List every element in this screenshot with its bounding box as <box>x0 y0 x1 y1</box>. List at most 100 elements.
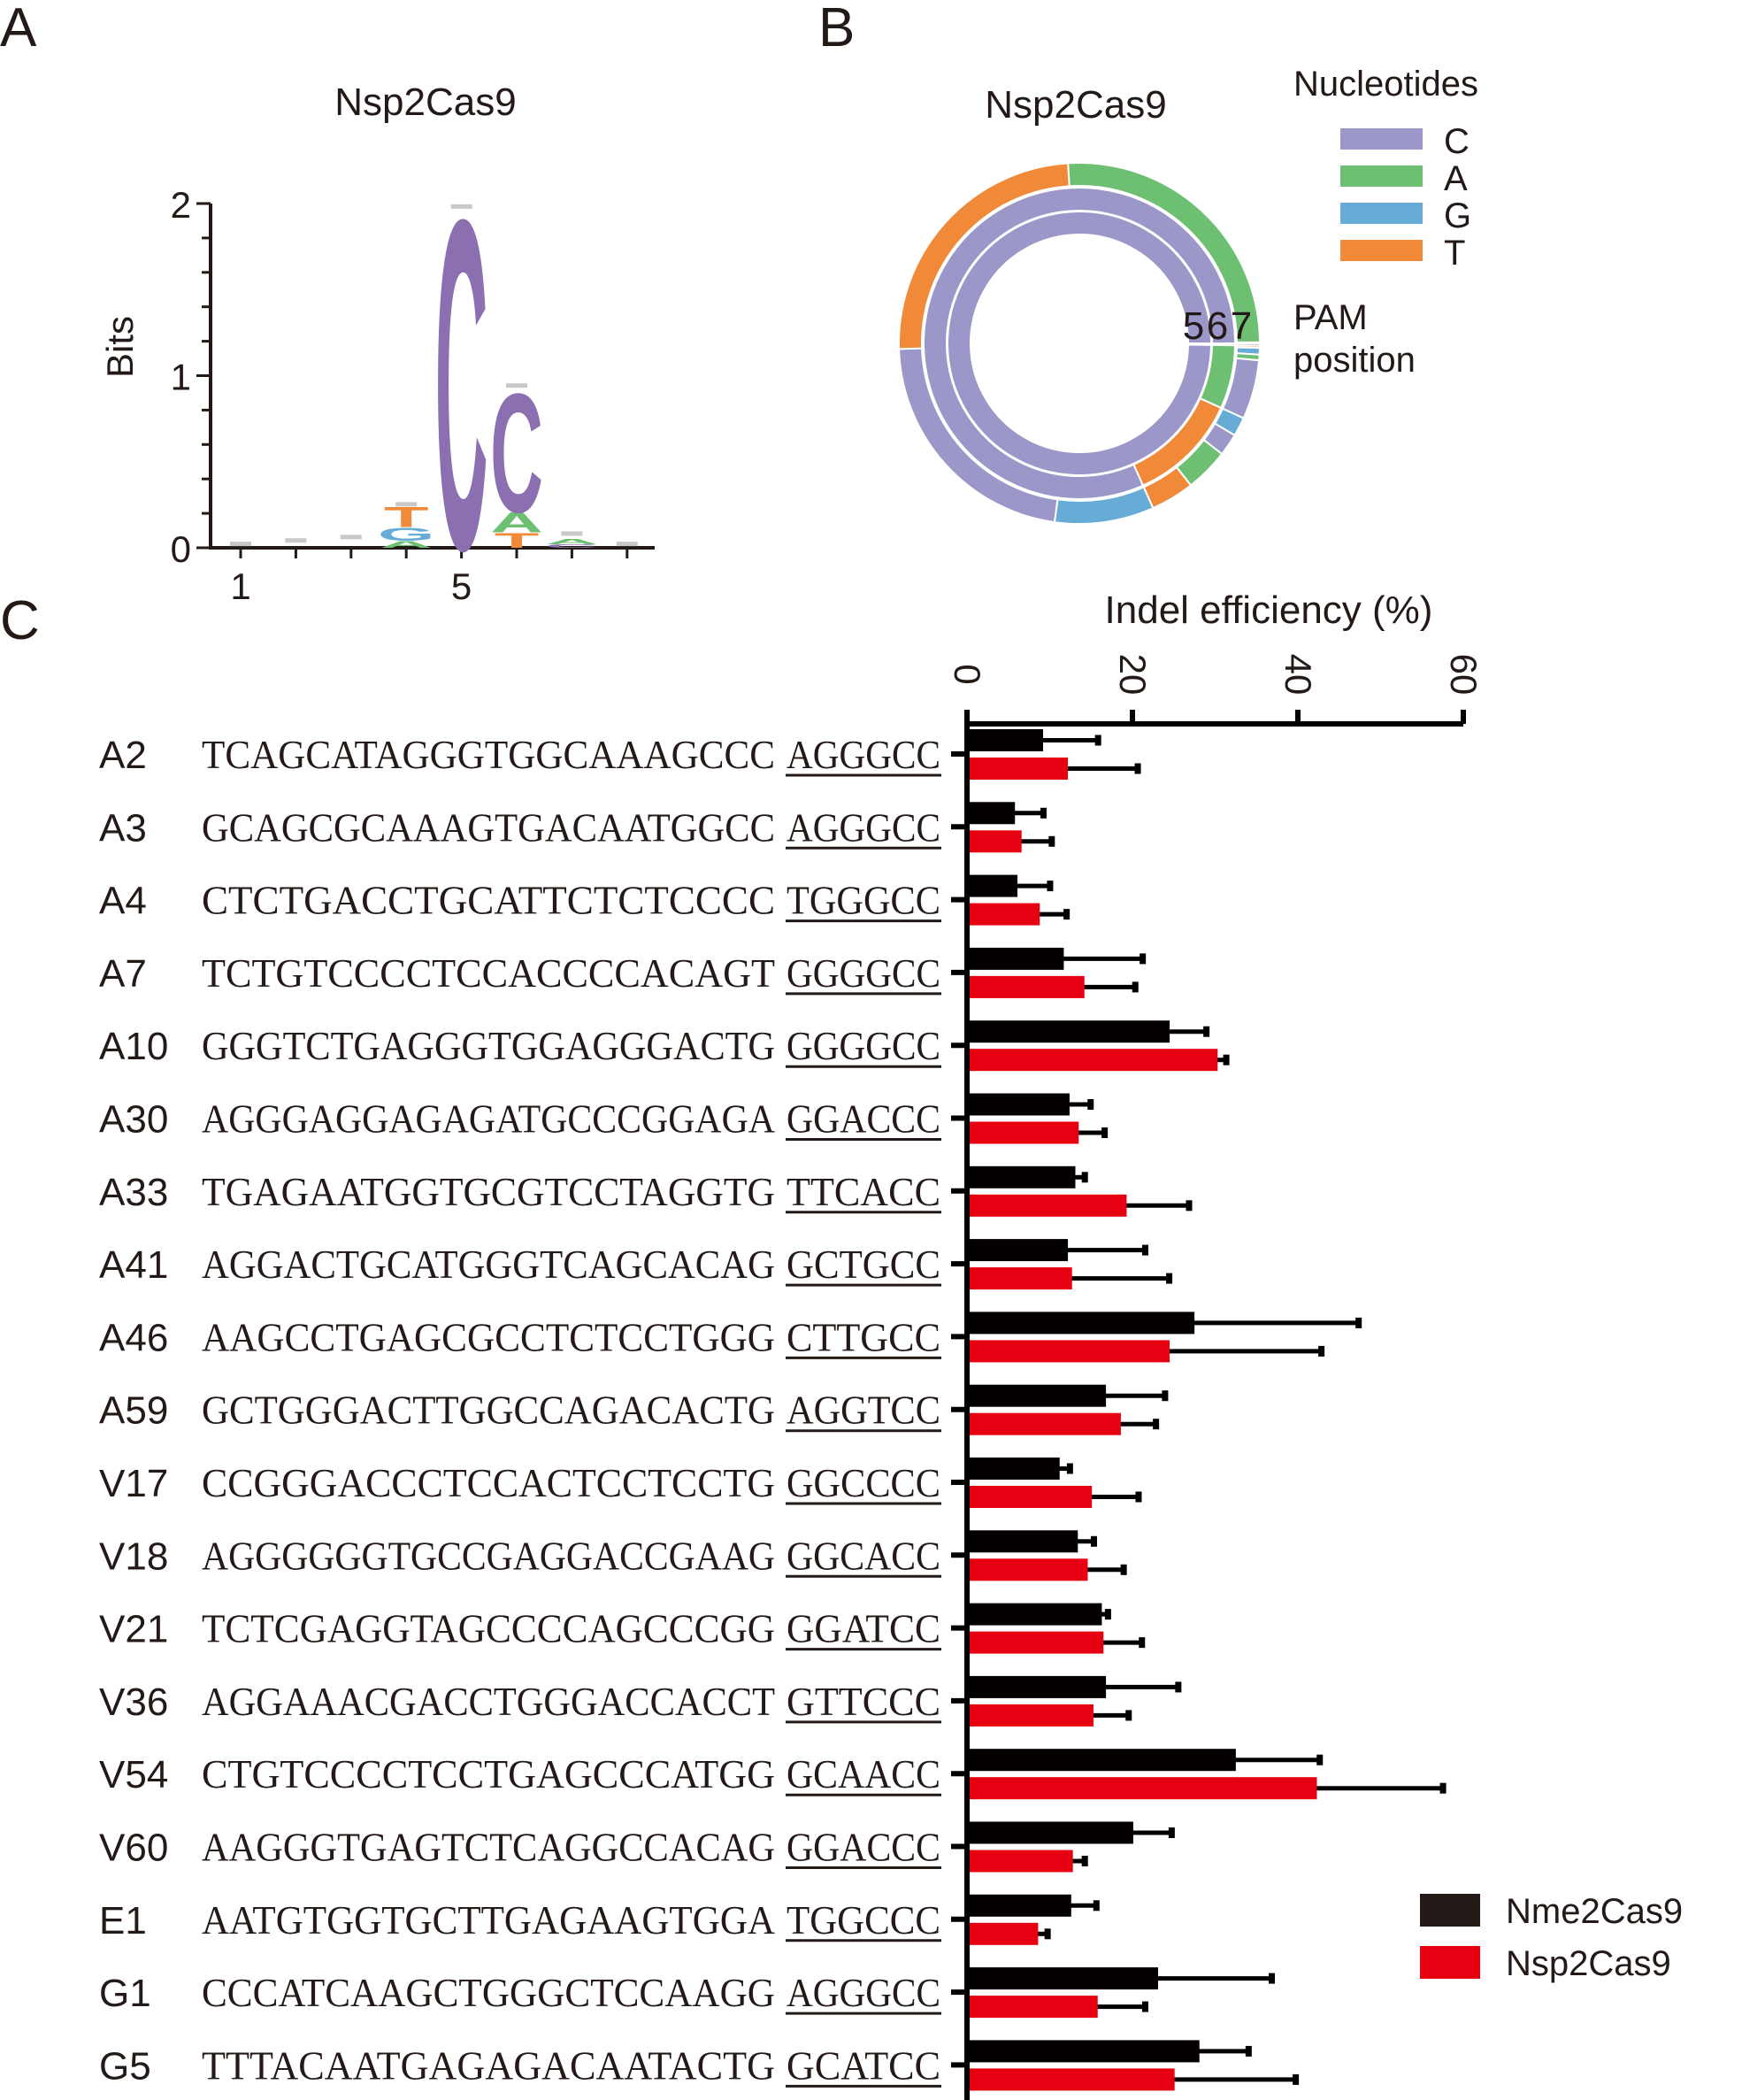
sunburst-panel: Nsp2Cas9 5 6 7 PAM position Nucleotides … <box>898 65 1478 525</box>
error-bar-cap-Nsp2Cas9 <box>1044 1928 1051 1940</box>
nucleotide-legend: CAGT <box>1340 122 1471 273</box>
nucleotide-legend-title: Nucleotides <box>1293 65 1478 104</box>
table-row: A59 GCTGGGACTTGGCCAGACACTG AGGTCC <box>99 1384 1169 1435</box>
protospacer-sequence: CTGTCCCCTCCTGAGCCCATGG <box>202 1751 775 1796</box>
error-bar-cap-Nme2Cas9 <box>1245 2045 1252 2057</box>
pam-sequence: GGATCC <box>787 1606 940 1651</box>
bar-Nme2Cas9 <box>970 947 1064 970</box>
logo-letter-glyph: T <box>384 502 429 534</box>
target-site-label: A30 <box>99 1098 168 1142</box>
table-row: A46 AAGCCTGAGCGCCTCTCCTGGG CTTGCC <box>99 1312 1362 1363</box>
logo-error-cap <box>230 542 251 547</box>
error-bar-cap-Nsp2Cas9 <box>1141 2001 1148 2012</box>
pam-sequence: AGGGCC <box>787 804 940 850</box>
error-bar-cap-Nme2Cas9 <box>1047 881 1054 892</box>
table-row: A3 GCAGCGCAAAGTGACAATGGCC AGGGCC <box>99 802 1055 853</box>
logo-letters: AGT C TAC CA <box>230 121 638 648</box>
error-bar-cap-Nsp2Cas9 <box>1318 1345 1325 1357</box>
legend-swatch-C <box>1340 128 1423 150</box>
logo-letter-glyph: A <box>380 539 433 550</box>
legend-swatch-Nme2Cas9 <box>1420 1894 1480 1927</box>
error-bar-cap-Nsp2Cas9 <box>1125 1710 1132 1721</box>
legend-swatch-G <box>1340 203 1423 224</box>
bar-Nsp2Cas9 <box>970 830 1022 853</box>
table-row: A4 CTCTGACCTGCATTCTCTCCCC TGGGCC <box>99 874 1071 926</box>
protospacer-sequence: AGGGGGGTGCCGAGGACCGAAG <box>202 1533 775 1578</box>
logo-x-tick-label: 1 <box>230 565 250 607</box>
pam-sequence: GGCCCC <box>787 1460 940 1505</box>
logo-error-cap <box>450 204 472 209</box>
ring-label-pos5: 5 <box>1183 304 1204 348</box>
protospacer-sequence: AAGGGTGAGTCTCAGGCCACAG <box>202 1825 775 1870</box>
error-bar-cap-Nme2Cas9 <box>1087 1099 1094 1110</box>
bar-Nsp2Cas9 <box>970 1267 1072 1290</box>
logo-letter-glyph: C <box>435 121 488 648</box>
logo-error-cap <box>616 542 638 547</box>
bar-rows: A2 TCAGCATAGGGTGGCAAAGCCC AGGGCC A3 GCAGCGCA… <box>99 729 1447 2091</box>
bar-Nsp2Cas9 <box>970 975 1085 998</box>
logo-y-tick-label: 0 <box>171 528 191 570</box>
error-bar-cap-Nme2Cas9 <box>1090 1535 1097 1547</box>
logo-letter-T: T <box>384 502 429 534</box>
target-site-label: V36 <box>99 1681 168 1724</box>
bar-Nme2Cas9 <box>970 1967 1158 1990</box>
logo-y-tick-label: 1 <box>171 357 191 398</box>
protospacer-sequence: AGGAAACGACCTGGGACCACCT <box>202 1679 775 1724</box>
target-site-label: V21 <box>99 1608 168 1651</box>
protospacer-sequence: TCAGCATAGGGTGGCAAAGCCC <box>202 732 775 777</box>
logo-letter-glyph: C <box>545 543 598 549</box>
legend-swatch-T <box>1340 240 1423 261</box>
error-bar-cap-Nme2Cas9 <box>1168 1827 1175 1838</box>
panel-letter-a: A <box>0 0 37 58</box>
protospacer-sequence: GCAGCGCAAAGTGACAATGGCC <box>202 804 775 850</box>
bar-Nme2Cas9 <box>970 1603 1102 1626</box>
panel-letter-c: C <box>0 590 40 651</box>
bar-Nme2Cas9 <box>970 1020 1170 1043</box>
bar-Nsp2Cas9 <box>970 1996 1098 2019</box>
indel-bar-panel: Indel efficiency (%) 0 20 40 60 A2 TCAGCATAG… <box>99 588 1683 2100</box>
bar-Nsp2Cas9 <box>970 1850 1073 1873</box>
bar-axes: 0 20 40 60 <box>947 654 1485 2100</box>
table-row: V18 AGGGGGGTGCCGAGGACCGAAG GGCACC <box>99 1530 1127 1581</box>
error-bar-cap-Nme2Cas9 <box>1081 1172 1088 1183</box>
target-site-label: V54 <box>99 1753 168 1796</box>
protospacer-sequence: CCGGGACCCTCCACTCCTCCTG <box>202 1460 775 1505</box>
target-site-label: A2 <box>99 734 147 777</box>
table-row: A41 AGGACTGCATGGGTCAGCACAG GCTGCC <box>99 1239 1173 1290</box>
legend-label-Nme2Cas9: Nme2Cas9 <box>1506 1892 1683 1931</box>
bar-x-tick-label: 40 <box>1278 654 1319 696</box>
table-row: A30 AGGGAGGAGAGATGCCCGGAGA GGACCC <box>99 1093 1109 1144</box>
pam-sequence: TTCACC <box>787 1169 940 1214</box>
bar-Nsp2Cas9 <box>970 1049 1218 1072</box>
bar-Nme2Cas9 <box>970 1675 1107 1698</box>
pam-sequence: GGGGCC <box>787 1023 940 1068</box>
protospacer-sequence: AGGGAGGAGAGATGCCCGGAGA <box>202 1096 775 1142</box>
logo-title: Nsp2Cas9 <box>334 81 516 124</box>
logo-error-cap <box>395 502 418 507</box>
legend-label-A: A <box>1444 159 1468 198</box>
bar-x-tick-label: 20 <box>1112 654 1154 696</box>
logo-letter-glyph: C <box>490 358 543 548</box>
bar-Nme2Cas9 <box>970 1239 1069 1262</box>
table-row: V36 AGGAAACGACCTGGGACCACCT GTTCCC <box>99 1675 1182 1727</box>
table-row: G1 CCCATCAAGCTGGGCTCCAAGG AGGGCC <box>99 1967 1276 2019</box>
protospacer-sequence: CCCATCAAGCTGGGCTCCAAGG <box>202 1970 775 2015</box>
error-bar-cap-Nsp2Cas9 <box>1101 1127 1109 1138</box>
logo-y-tick-label: 2 <box>171 184 191 226</box>
sunburst-title: Nsp2Cas9 <box>985 83 1166 127</box>
bar-Nsp2Cas9 <box>970 903 1040 926</box>
bar-Nme2Cas9 <box>970 1312 1195 1335</box>
bar-Nsp2Cas9 <box>970 1121 1079 1144</box>
bar-Nme2Cas9 <box>970 802 1016 825</box>
logo-letter-G: G <box>378 524 434 545</box>
sunburst-rings <box>898 162 1262 525</box>
target-site-label: A46 <box>99 1316 168 1359</box>
logo-letter-glyph: T <box>495 528 540 552</box>
logo-y-axis-label: Bits <box>99 316 141 378</box>
bar-Nsp2Cas9 <box>970 2068 1175 2091</box>
bar-Nsp2Cas9 <box>970 1194 1127 1217</box>
bar-Nme2Cas9 <box>970 1530 1078 1553</box>
error-bar-cap-Nsp2Cas9 <box>1293 2073 1300 2085</box>
legend-swatch-A <box>1340 165 1423 187</box>
